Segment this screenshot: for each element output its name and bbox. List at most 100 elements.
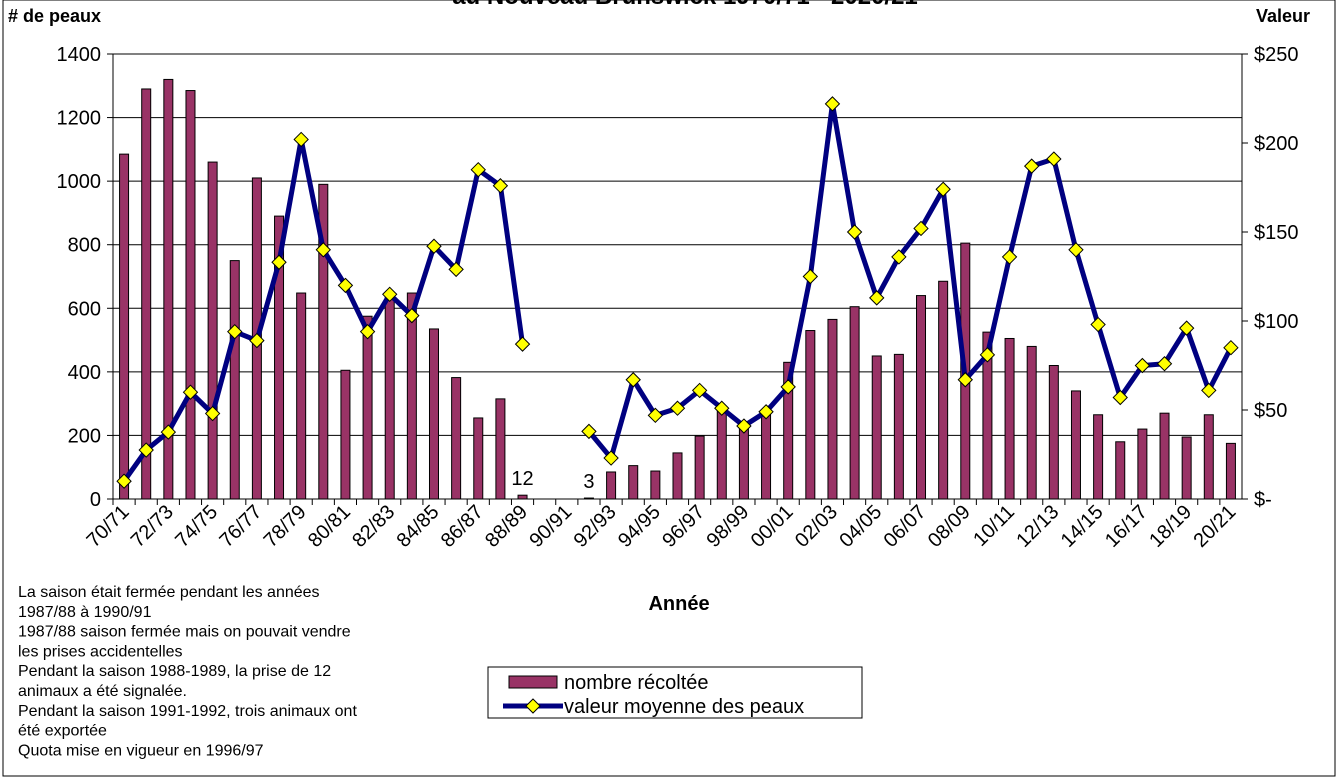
marker	[846, 224, 863, 240]
marker	[1023, 158, 1040, 174]
bar	[827, 318, 838, 500]
marker	[869, 290, 885, 306]
marker	[448, 261, 464, 278]
bar	[650, 470, 661, 500]
marker	[514, 336, 531, 352]
marker	[1156, 356, 1173, 372]
legend-marker	[525, 698, 541, 714]
bar	[672, 452, 683, 500]
note: Pendant la saison 1991-1992, trois anima…	[18, 703, 357, 720]
data-label: 3	[583, 471, 594, 493]
bar	[517, 494, 528, 500]
bar	[1004, 337, 1015, 500]
bar	[982, 331, 993, 500]
marker	[1090, 316, 1106, 333]
bar	[229, 260, 240, 500]
bar	[451, 377, 462, 500]
marker	[337, 277, 354, 294]
bar	[1026, 345, 1037, 500]
marker	[1223, 339, 1239, 356]
note: animaux a été signalée.	[18, 683, 187, 700]
bar	[738, 422, 749, 500]
bar	[362, 315, 373, 500]
marker	[736, 418, 752, 434]
bar	[1203, 414, 1214, 500]
y-tick-label: 1200	[57, 108, 102, 130]
marker	[426, 238, 442, 254]
y-tick-label: 1000	[57, 171, 102, 193]
y-tick-label: 0	[90, 489, 101, 511]
bar	[406, 292, 417, 500]
note: 1987/88 à 1990/91	[18, 604, 152, 621]
y2-tick-label: $50	[1254, 400, 1287, 422]
marker	[182, 384, 199, 400]
marker	[1046, 151, 1062, 167]
marker	[1134, 357, 1151, 374]
bar	[783, 361, 794, 500]
marker	[625, 372, 641, 388]
bar	[318, 183, 329, 500]
marker	[204, 405, 221, 422]
marker	[138, 442, 154, 458]
bar	[495, 398, 506, 500]
bar	[141, 88, 152, 500]
bar	[606, 471, 617, 500]
marker	[957, 372, 973, 388]
bar	[761, 414, 772, 500]
bar	[1181, 436, 1192, 500]
marker	[581, 423, 597, 440]
marker	[913, 220, 929, 237]
bar	[1115, 441, 1126, 500]
marker	[691, 382, 708, 399]
marker	[227, 323, 243, 340]
bar	[716, 407, 727, 500]
marker	[714, 400, 730, 416]
legend-swatch	[508, 675, 558, 689]
y2-tick-label: $-	[1254, 489, 1272, 511]
bar	[583, 497, 594, 500]
marker	[116, 473, 132, 489]
marker	[669, 400, 686, 416]
legend-label: valeur moyenne des peaux	[564, 696, 804, 718]
bar	[185, 90, 196, 500]
marker	[603, 450, 619, 466]
note: Pendant la saison 1988-1989, la prise de…	[18, 663, 331, 680]
bar	[163, 78, 174, 500]
bar	[694, 435, 705, 500]
marker	[1178, 320, 1195, 336]
note: 1987/88 saison fermée mais on pouvait ve…	[18, 624, 351, 641]
bar	[1159, 412, 1170, 500]
bar	[849, 306, 860, 500]
bar	[384, 295, 395, 500]
bar	[340, 369, 351, 500]
bar	[473, 417, 484, 500]
bar	[119, 153, 130, 500]
bar	[628, 465, 639, 500]
marker	[1201, 382, 1217, 399]
note: les prises accidentelles	[18, 643, 183, 660]
marker	[404, 307, 420, 324]
note: Quota mise en vigueur en 1996/97	[18, 742, 264, 759]
bar	[938, 280, 949, 500]
bar	[1137, 428, 1148, 500]
bar	[207, 161, 218, 500]
marker	[1068, 242, 1084, 258]
marker	[271, 254, 287, 270]
y-tick-label: 800	[68, 235, 101, 257]
legend-label: nombre récoltée	[564, 672, 709, 694]
data-label: 12	[511, 468, 533, 490]
marker	[470, 161, 486, 178]
marker	[1112, 389, 1128, 406]
marker	[979, 347, 996, 363]
note: La saison était fermée pendant les année…	[18, 584, 320, 601]
marker	[382, 286, 398, 303]
y2-axis-title: Valeur	[1256, 6, 1310, 26]
marker	[802, 268, 819, 285]
bar	[871, 355, 882, 500]
marker	[758, 404, 774, 420]
bar	[916, 295, 927, 500]
y2-tick-label: $200	[1254, 133, 1299, 155]
y2-tick-label: $250	[1254, 44, 1299, 66]
